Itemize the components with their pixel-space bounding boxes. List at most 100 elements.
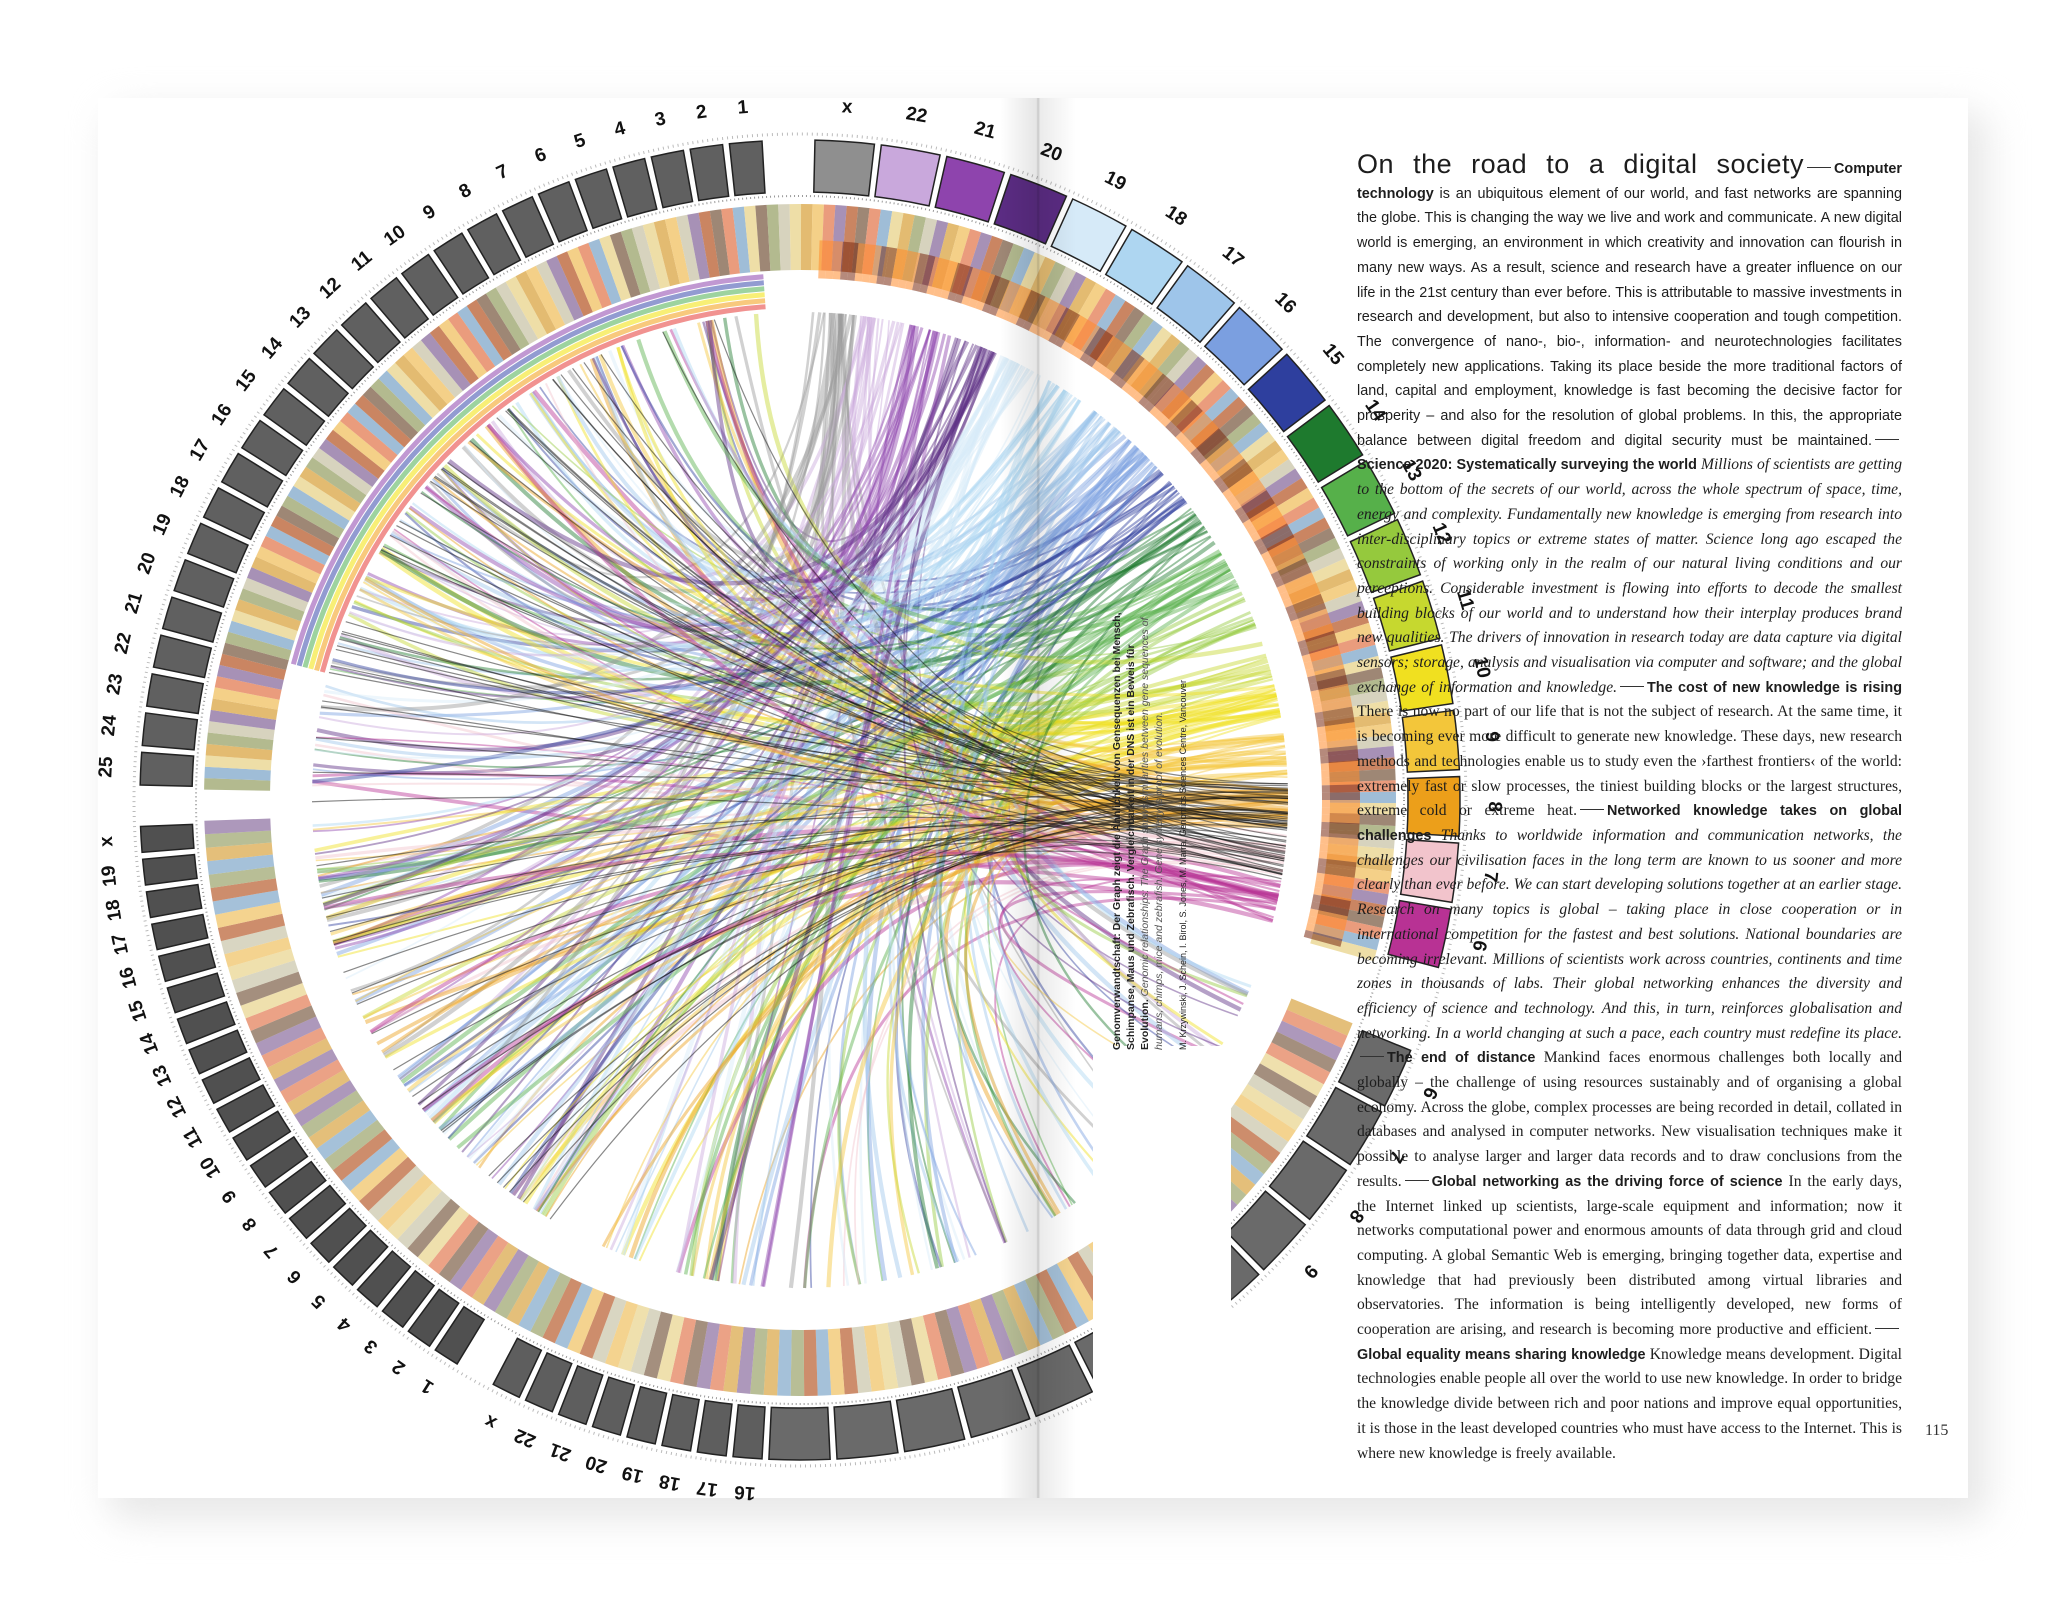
synteny-ribbon xyxy=(354,456,1150,1004)
synteny-ribbon xyxy=(323,391,1069,909)
synteny-ribbon xyxy=(329,558,1226,705)
synteny-ribbon xyxy=(683,562,1229,1275)
synteny-ribbon xyxy=(620,330,938,586)
data-band xyxy=(957,1302,991,1370)
data-band xyxy=(238,588,305,622)
chromosome-box xyxy=(202,486,266,541)
chromosome-label: 1 xyxy=(417,1374,438,1398)
chromosome-box xyxy=(287,357,350,418)
data-band xyxy=(800,204,813,271)
heat-band xyxy=(1002,283,1025,322)
heat-band xyxy=(832,241,843,280)
data-band xyxy=(301,1090,364,1138)
data-band xyxy=(851,1326,872,1394)
data-band xyxy=(466,299,513,361)
heat-band xyxy=(1015,290,1039,328)
chromosome-box xyxy=(152,634,213,679)
chromosome-box xyxy=(232,1110,292,1161)
synteny-ribbon xyxy=(311,796,1284,866)
data-band xyxy=(777,1329,792,1396)
heat-band xyxy=(861,243,875,283)
heat-band xyxy=(1257,530,1295,555)
heat-band xyxy=(854,243,867,282)
heat-band xyxy=(1316,865,1356,878)
chromosome-box xyxy=(186,522,249,574)
heat-band xyxy=(1159,394,1192,428)
synteny-ribbon xyxy=(862,410,1098,1279)
heat-band xyxy=(1319,843,1359,855)
synteny-ribbon xyxy=(981,497,1185,1131)
data-band xyxy=(347,403,405,456)
chromosome-box xyxy=(557,1364,604,1426)
chromosome-box xyxy=(728,140,766,197)
chromosome-label: 22 xyxy=(904,103,928,127)
chromosome-label: 21 xyxy=(546,1438,573,1465)
synteny-ribbon xyxy=(1008,485,1209,1069)
synteny-ribbon xyxy=(844,314,1148,1144)
data-band xyxy=(214,676,282,700)
data-band xyxy=(412,340,463,398)
synteny-ribbon xyxy=(504,695,1278,1190)
synteny-ribbon xyxy=(854,860,1283,1285)
data-band xyxy=(205,743,273,761)
chromosome-box xyxy=(310,1207,368,1264)
data-band xyxy=(875,1322,899,1390)
chromosome-box xyxy=(1320,459,1396,537)
heat-band xyxy=(1127,363,1157,398)
chromosome-box xyxy=(145,672,205,715)
chromosome-label: 16 xyxy=(207,400,236,429)
synteny-ribbon xyxy=(930,355,1056,1218)
data-band xyxy=(236,971,303,1006)
chromosome-label: 14 xyxy=(136,1030,163,1058)
data-band xyxy=(261,1027,327,1068)
data-band xyxy=(599,235,631,302)
synteny-ribbon xyxy=(379,517,1201,687)
synteny-ribbon xyxy=(442,790,1288,1133)
data-band xyxy=(267,1038,333,1080)
synteny-ribbon xyxy=(378,550,1278,738)
synteny-ribbon xyxy=(328,489,1178,927)
data-band xyxy=(1234,1094,1296,1142)
data-band xyxy=(417,1206,470,1266)
data-band xyxy=(255,546,321,584)
heat-band xyxy=(1138,373,1169,408)
heat-band xyxy=(840,241,851,281)
chromosome-label: 12 xyxy=(315,274,345,304)
synteny-ribbon xyxy=(461,313,841,594)
data-band xyxy=(319,438,379,487)
chromosome-box xyxy=(220,452,284,508)
synteny-ribbon xyxy=(522,811,1288,1203)
heat-band xyxy=(1315,872,1355,886)
data-band xyxy=(1002,1284,1041,1351)
synteny-ribbon xyxy=(390,421,1112,649)
synteny-ribbon xyxy=(826,750,1286,1288)
chromosome-label: 5 xyxy=(308,1290,330,1313)
synteny-ribbon xyxy=(428,384,1060,1120)
data-band xyxy=(316,1110,378,1160)
chromosome-box xyxy=(139,823,195,854)
data-band xyxy=(1219,1113,1281,1164)
synteny-ribbon xyxy=(672,327,1082,581)
synteny-ribbon xyxy=(707,320,997,584)
data-band xyxy=(750,1328,768,1395)
data-band xyxy=(530,1272,571,1338)
heat-band xyxy=(1143,378,1175,413)
chromosome-label: 22 xyxy=(511,1424,539,1452)
chromosome-box xyxy=(1401,709,1461,773)
synteny-ribbon xyxy=(440,468,1268,719)
chromosome-label: 8 xyxy=(238,1213,261,1234)
synteny-ribbon xyxy=(636,338,1239,638)
synteny-ribbon xyxy=(422,451,1144,1113)
data-band xyxy=(631,225,661,292)
heat-band xyxy=(1276,572,1315,595)
chromosome-label: 8 xyxy=(456,180,475,203)
synteny-ribbon xyxy=(556,374,1042,610)
data-band xyxy=(215,902,283,928)
chromosome-label: 19 xyxy=(620,1461,646,1486)
heat-band xyxy=(1209,452,1244,482)
data-band xyxy=(438,319,487,379)
synteny-ribbon xyxy=(707,735,1285,1280)
chromosome-label: 11 xyxy=(179,1123,207,1151)
heat-band xyxy=(1321,792,1360,800)
synteny-ribbon xyxy=(325,428,1119,724)
